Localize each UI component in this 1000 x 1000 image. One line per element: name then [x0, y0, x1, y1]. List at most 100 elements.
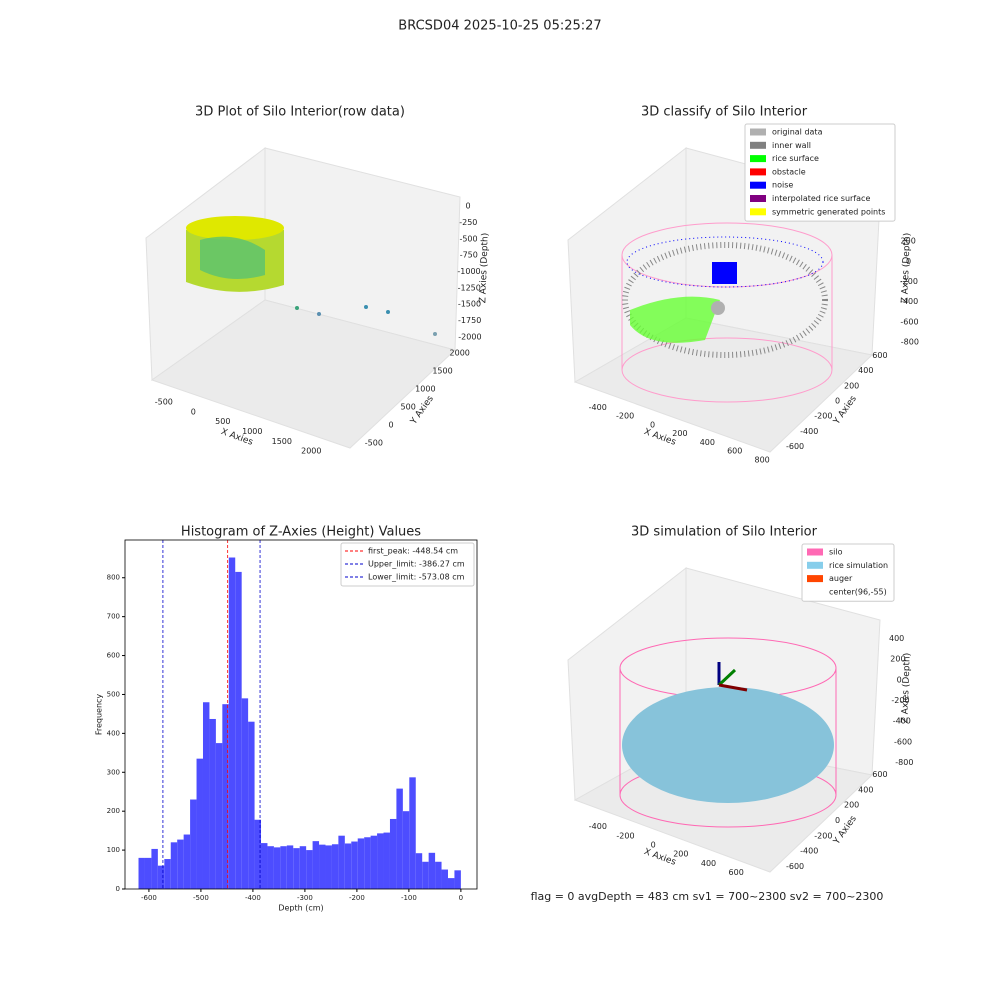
legend-label: obstacle: [772, 167, 806, 176]
y-tick-label: 800: [107, 574, 120, 582]
y-tick-label: -400: [800, 847, 818, 856]
legend-swatch: [750, 168, 766, 176]
bar: [389, 818, 397, 889]
y-tick-label: 300: [107, 768, 120, 776]
z-tick-label: -800: [895, 758, 913, 767]
bar: [254, 819, 262, 889]
bar: [396, 788, 403, 889]
bar: [383, 832, 390, 889]
bar: [447, 878, 455, 889]
legend-swatch: [750, 141, 766, 149]
y-tick-label: 600: [872, 351, 887, 360]
x-tick-label: -200: [616, 412, 634, 421]
z-tick-label: -600: [900, 317, 918, 326]
y-tick-label: 600: [107, 652, 120, 660]
z-tick-label: -2000: [458, 332, 481, 341]
x-tick-label: 1500: [272, 437, 292, 446]
legend-swatch: [807, 561, 823, 569]
bar: [177, 839, 184, 889]
bar: [215, 743, 223, 889]
x-tick-label: 200: [673, 850, 688, 859]
bar: [312, 841, 320, 889]
legend-label: symmetric generated points: [772, 207, 885, 216]
y-tick-label: 0: [388, 420, 393, 429]
x-axis-label: X Axies: [642, 847, 677, 868]
bar: [325, 845, 332, 889]
bar: [228, 557, 236, 889]
bar: [235, 571, 242, 889]
legend-swatch: [750, 155, 766, 163]
bar: [293, 848, 300, 889]
x-tick-label: -600: [141, 894, 157, 902]
bar: [370, 835, 378, 889]
bar: [319, 844, 326, 889]
panes-4: [567, 566, 881, 873]
legend-swatch: [750, 128, 766, 136]
legend-label: interpolated rice surface: [772, 194, 870, 203]
legend-label: auger: [829, 574, 853, 583]
x-tick-label: -200: [349, 894, 365, 902]
bar: [144, 857, 152, 889]
y-tick-label: 400: [858, 366, 873, 375]
z-tick-label: -500: [459, 234, 477, 243]
y-tick-label: 100: [107, 846, 120, 854]
y-tick-label: 1500: [432, 366, 452, 375]
y-tick-label: 400: [858, 785, 873, 794]
subplot-title: 3D classify of Silo Interior: [641, 105, 808, 120]
x-tick-label: -300: [297, 894, 313, 902]
y-tick-label: 500: [401, 402, 416, 411]
legend-label: first_peak: -448.54 cm: [368, 547, 458, 556]
bar: [299, 846, 307, 889]
y-tick-label: -600: [786, 862, 804, 871]
y-tick-label: 200: [107, 807, 120, 815]
x-tick-label: -500: [193, 894, 209, 902]
z-tick-label: -1250: [458, 283, 481, 292]
subplot-title: 3D Plot of Silo Interior(row data): [195, 105, 405, 120]
bar: [286, 845, 294, 889]
y-tick-label: 600: [872, 770, 887, 779]
bar: [267, 846, 274, 889]
x-tick-label: -400: [589, 822, 607, 831]
bar: [151, 848, 158, 889]
subplot-title: Histogram of Z-Axies (Height) Values: [181, 525, 421, 540]
z-tick-label: -250: [459, 218, 477, 227]
legend-swatch: [750, 181, 766, 189]
z-tick-label: -600: [894, 737, 912, 746]
bar: [441, 869, 448, 889]
z-axis-label: Z Axies (Depth): [900, 653, 912, 724]
y-tick-label: 2000: [450, 348, 470, 357]
y-tick-label: 500: [107, 690, 120, 698]
y-tick-label: -200: [814, 831, 832, 840]
bar: [190, 799, 197, 889]
z-tick-label: -400: [893, 717, 911, 726]
x-tick-label: 2000: [301, 447, 321, 456]
bar: [344, 843, 352, 889]
legend-swatch: [807, 588, 823, 596]
legend-label: Lower_limit: -573.08 cm: [368, 573, 465, 582]
z-tick-label: -750: [460, 251, 478, 260]
bar: [196, 758, 203, 889]
x-tick-label: -500: [155, 397, 173, 406]
legend-box: [801, 543, 895, 602]
bar: [454, 870, 461, 889]
z-axis-label: Z Axies (Depth): [900, 233, 912, 304]
bar: [402, 811, 410, 889]
z-axis-label: Z Axies (Depth): [478, 233, 490, 304]
bar: [331, 844, 339, 889]
x-tick-label: 800: [755, 455, 770, 464]
annotation: flag = 0 avgDepth = 483 cm sv1 = 700~230…: [531, 890, 884, 903]
y-tick-label: -200: [814, 412, 832, 421]
legend-label: original data: [772, 128, 823, 137]
bar: [261, 843, 268, 889]
panes-1: [145, 146, 461, 449]
z-tick-label: -800: [901, 337, 919, 346]
x-tick-label: 500: [215, 417, 230, 426]
bar: [364, 837, 371, 889]
y-tick-label: -600: [786, 442, 804, 451]
subplot-title: 3D simulation of Silo Interior: [631, 525, 818, 540]
figure-title: BRCSD04 2025-10-25 05:25:27: [398, 19, 601, 34]
x-tick-label: 200: [672, 429, 687, 438]
bar: [183, 834, 191, 889]
y-tick-label: 700: [107, 613, 120, 621]
